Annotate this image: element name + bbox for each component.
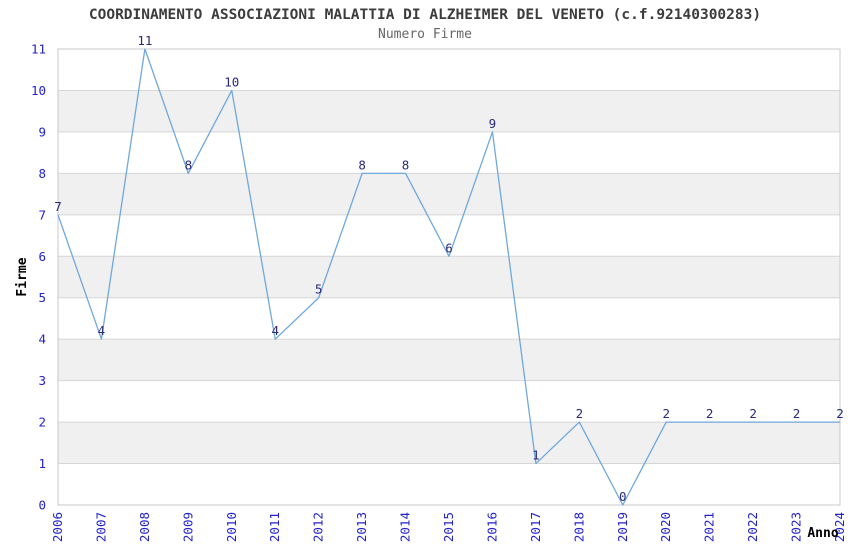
y-tick-label: 6 <box>38 249 46 264</box>
x-tick-label: 2015 <box>441 512 456 542</box>
line-series <box>57 48 840 506</box>
chart-title: COORDINAMENTO ASSOCIAZIONI MALATTIA DI A… <box>88 7 762 23</box>
x-tick-label: 2010 <box>224 512 239 542</box>
plot-frame <box>57 48 841 506</box>
y-tick-label: 4 <box>38 332 46 347</box>
x-tick-label: 2006 <box>50 512 65 542</box>
y-tick-label: 5 <box>38 290 46 305</box>
y-tick-label: 11 <box>31 42 46 57</box>
y-tick-label: 7 <box>38 207 46 222</box>
y-tick-label: 10 <box>31 83 46 98</box>
data-label: 8 <box>402 157 410 172</box>
band <box>58 173 840 215</box>
x-tick-label: 2008 <box>137 512 152 542</box>
band <box>58 339 840 381</box>
y-tick-label: 9 <box>38 124 46 139</box>
data-label: 2 <box>576 406 584 421</box>
x-tick-label: 2024 <box>832 512 847 542</box>
band <box>58 422 840 464</box>
x-tick-label: 2014 <box>398 512 413 542</box>
x-tick-label: 2009 <box>180 512 195 542</box>
x-tick-label: 2020 <box>658 512 673 542</box>
data-label: 5 <box>315 282 323 297</box>
x-tick-label: 2019 <box>615 512 630 542</box>
data-label: 10 <box>224 74 239 89</box>
data-label: 2 <box>749 406 757 421</box>
data-label: 2 <box>662 406 670 421</box>
x-tick-label: 2022 <box>745 512 760 542</box>
data-label: 4 <box>98 323 106 338</box>
x-tick-label: 2021 <box>702 512 717 542</box>
x-tick-label: 2012 <box>311 512 326 542</box>
y-tick-layer: 0 1 2 3 4 5 6 7 8 9 10 11 <box>31 42 46 513</box>
band <box>58 256 840 298</box>
x-tick-label: 2018 <box>571 512 586 542</box>
data-label: 4 <box>271 323 279 338</box>
data-label: 0 <box>619 489 627 504</box>
data-label: 11 <box>137 33 152 48</box>
plot-border <box>57 48 841 506</box>
x-tick-label: 2011 <box>267 512 282 542</box>
y-tick-label: 0 <box>38 498 46 513</box>
data-label: 2 <box>706 406 714 421</box>
x-axis-label: Anno <box>807 526 838 541</box>
data-label: 7 <box>54 199 62 214</box>
data-label: 8 <box>185 157 193 172</box>
data-label: 2 <box>836 406 844 421</box>
x-tick-label: 2013 <box>354 512 369 542</box>
band <box>58 90 840 132</box>
chart-subtitle: Numero Firme <box>378 27 472 42</box>
data-label: 6 <box>445 240 453 255</box>
data-label: 9 <box>489 116 497 131</box>
data-label: 1 <box>532 448 540 463</box>
data-label: 8 <box>358 157 366 172</box>
y-tick-label: 2 <box>38 415 46 430</box>
y-tick-label: 1 <box>38 456 46 471</box>
x-tick-label: 2016 <box>484 512 499 542</box>
band-layer <box>58 90 840 464</box>
line-series-layer <box>57 48 840 506</box>
x-tick-label: 2017 <box>528 512 543 542</box>
y-tick-label: 8 <box>38 166 46 181</box>
x-tick-label: 2007 <box>93 512 108 542</box>
y-axis-label: Firme <box>15 257 30 296</box>
x-tick-label: 2023 <box>789 512 804 542</box>
data-label: 2 <box>793 406 801 421</box>
y-tick-label: 3 <box>38 373 46 388</box>
x-tick-layer: 2006 2007 2008 2009 2010 2011 2012 2013 2014 2015… <box>50 512 847 542</box>
